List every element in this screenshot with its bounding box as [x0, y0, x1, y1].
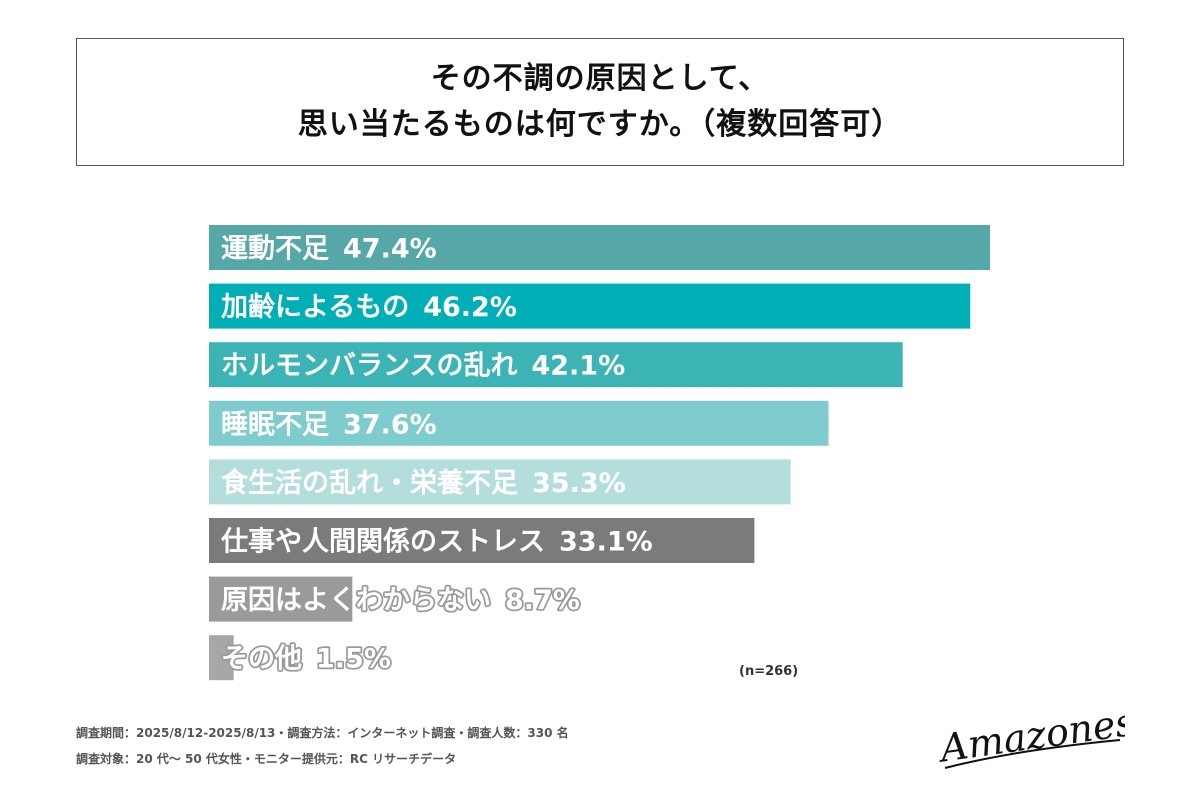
bar-label-4: 食生活の乱れ・栄養不足 35.3% — [221, 467, 626, 499]
category-label-0: 運動不足 — [221, 234, 329, 265]
bar-0 — [209, 225, 990, 270]
bar-6 — [209, 576, 353, 622]
value-label-6: 8.7% — [505, 585, 580, 616]
bar-7 — [209, 635, 234, 681]
value-label-3: 37.6% — [343, 409, 437, 440]
bar-label-2: ホルモンバランスの乱れ 42.1% — [221, 351, 625, 382]
bar-3 — [209, 400, 829, 446]
bar-label-3: 睡眠不足 37.6% — [221, 409, 437, 440]
category-label-6: 原因はよくわからない — [221, 585, 491, 616]
value-label-2: 42.1% — [531, 351, 625, 382]
value-label-4: 35.3% — [532, 468, 626, 499]
bar-1 — [209, 283, 971, 329]
category-label-1: 加齢によるもの — [221, 291, 409, 323]
bar-label-1: 加齢によるもの 46.2% — [221, 291, 517, 323]
bar-2 — [209, 342, 903, 388]
bar-label-7: その他 1.5% — [221, 644, 391, 675]
footer-survey-target: 調査対象：20 代〜 50 代女性・モニター提供元：RC リサーチデータ — [76, 752, 457, 766]
category-label-3: 睡眠不足 — [221, 409, 329, 440]
category-label-7: その他 — [221, 644, 302, 675]
bar-4 — [209, 459, 791, 505]
bar-label-6: 原因はよくわからない 8.7% — [221, 585, 580, 616]
title-box: その不調の原因として、 思い当たるものは何ですか。（複数回答可） — [76, 38, 1124, 166]
title-line-1: その不調の原因として、 — [430, 61, 770, 96]
sample-size-note: (n=266) — [739, 664, 799, 679]
value-label-7: 1.5% — [316, 644, 391, 675]
value-label-0: 47.4% — [343, 234, 437, 265]
value-label-1: 46.2% — [423, 292, 517, 323]
footer-survey-period: 調査期間：2025/8/12-2025/8/13・調査方法：インターネット調査・… — [76, 726, 569, 740]
value-label-5: 33.1% — [559, 527, 653, 558]
bar-label-5: 仕事や人間関係のストレス 33.1% — [220, 527, 653, 558]
bar-5 — [209, 518, 755, 563]
bar-label-0: 運動不足 47.4% — [221, 234, 437, 265]
category-label-5: 仕事や人間関係のストレス — [220, 527, 545, 558]
category-label-2: ホルモンバランスの乱れ — [221, 351, 517, 382]
logo-wordmark: Amazones — [935, 700, 1125, 771]
amazones-logo: Amazones — [935, 700, 1125, 771]
title-line-2: 思い当たるものは何ですか。（複数回答可） — [297, 107, 903, 142]
category-label-4: 食生活の乱れ・栄養不足 — [221, 467, 518, 499]
